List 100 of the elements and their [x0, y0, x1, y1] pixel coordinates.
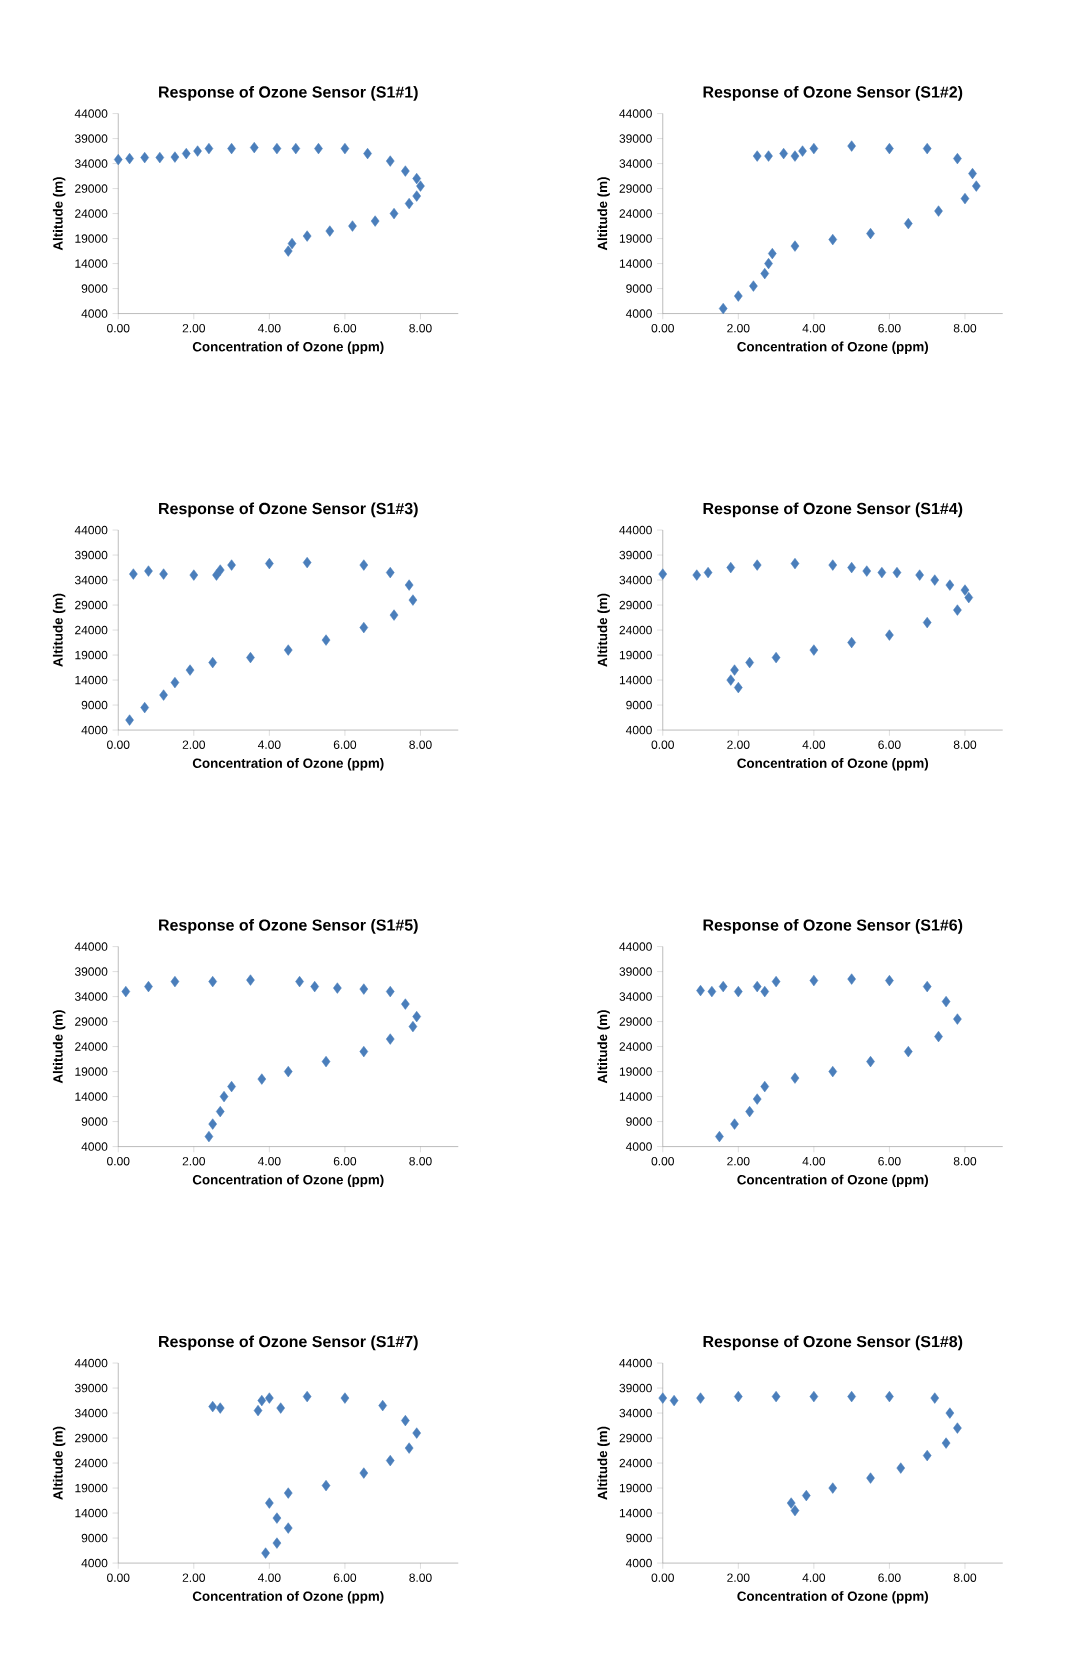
x-tick-label: 6.00 [878, 740, 901, 749]
x-tick-label: 8.00 [953, 323, 977, 333]
y-tick-label: 29000 [75, 1433, 108, 1443]
point [170, 676, 180, 689]
point [265, 1392, 274, 1404]
x-tick-label: 4.00 [257, 740, 281, 749]
point [760, 985, 770, 998]
y-axis-title: Altitude (m) [597, 593, 610, 667]
x-tick-label: 2.00 [182, 1573, 206, 1582]
point [340, 1392, 350, 1404]
y-tick-label: 9000 [626, 284, 652, 293]
y-tick-label: 39000 [74, 550, 108, 560]
y-tick-label: 44000 [619, 525, 652, 535]
chart-title: Response of Ozone Sensor (S1#2) [703, 85, 963, 101]
point [964, 591, 974, 604]
point [847, 973, 856, 985]
point [302, 230, 312, 242]
y-tick-label: 44000 [619, 942, 652, 951]
point [771, 651, 781, 664]
x-tick-label: 4.00 [802, 323, 826, 333]
point [828, 1482, 838, 1494]
point [359, 621, 369, 634]
point [752, 559, 762, 571]
y-axis-title: Altitude (m) [597, 1426, 610, 1500]
point [734, 290, 743, 302]
x-tick-label: 0.00 [651, 1573, 674, 1582]
point [915, 569, 924, 581]
point [193, 145, 202, 157]
y-tick-label: 9000 [626, 700, 652, 710]
x-tick-label: 8.00 [953, 740, 977, 749]
point [370, 215, 380, 227]
chart-title: Response of Ozone Sensor (S1#3) [159, 502, 418, 518]
point [283, 644, 293, 656]
point [401, 165, 410, 177]
y-tick-label: 9000 [626, 1117, 652, 1126]
point [348, 220, 357, 232]
point [809, 974, 819, 987]
point [752, 150, 762, 162]
point [828, 233, 838, 246]
point [404, 579, 414, 591]
x-axis-title: Concentration of Ozone (ppm) [192, 758, 384, 771]
point [760, 1080, 770, 1093]
y-tick-label: 19000 [619, 234, 652, 243]
y-tick-label: 9000 [626, 1533, 652, 1543]
point [730, 664, 739, 676]
x-tick-label: 2.00 [727, 323, 750, 333]
y-tick-label: 14000 [75, 1508, 108, 1518]
chart-title: Response of Ozone Sensor (S1#7) [159, 1335, 418, 1351]
x-tick-label: 6.00 [333, 1573, 357, 1582]
y-axis-title: Altitude (m) [52, 1010, 66, 1084]
point [790, 240, 800, 252]
chart-title: Response of Ozone Sensor (S1#5) [159, 918, 418, 934]
point [321, 1055, 331, 1068]
y-tick-label: 44000 [619, 1358, 652, 1368]
point [272, 1512, 282, 1524]
x-axis-title: Concentration of Ozone (ppm) [192, 1174, 384, 1188]
point [730, 1118, 739, 1130]
point [692, 569, 702, 581]
y-axis-title: Altitude (m) [52, 593, 66, 667]
x-tick-label: 0.00 [107, 1156, 130, 1166]
y-tick-label: 24000 [75, 625, 108, 635]
point [208, 1118, 217, 1130]
chart-title: Response of Ozone Sensor (S1#8) [703, 1335, 963, 1351]
y-tick-label: 29000 [619, 1017, 652, 1026]
point [227, 559, 236, 571]
y-tick-label: 4000 [625, 725, 652, 735]
point [941, 995, 951, 1008]
point [385, 1454, 395, 1467]
point [359, 1045, 369, 1058]
point [261, 1547, 270, 1559]
point [669, 1394, 679, 1407]
y-tick-label: 34000 [619, 992, 652, 1001]
point [257, 1073, 267, 1085]
y-axis-title: Altitude (m) [52, 177, 66, 251]
point [385, 566, 395, 579]
y-tick-label: 29000 [619, 600, 652, 610]
x-axis-title: Concentration of Ozone (ppm) [737, 1591, 929, 1604]
point [321, 634, 331, 646]
y-tick-label: 14000 [619, 259, 652, 268]
x-axis-title: Concentration of Ozone (ppm) [192, 1591, 384, 1604]
y-tick-label: 39000 [619, 134, 652, 143]
y-tick-label: 44000 [74, 525, 108, 535]
point [272, 142, 282, 155]
y-tick-label: 14000 [619, 1508, 652, 1518]
point [113, 153, 123, 166]
y-tick-label: 9000 [81, 284, 108, 293]
point [798, 145, 807, 157]
y-tick-label: 9000 [81, 1533, 108, 1543]
y-tick-label: 24000 [619, 1042, 652, 1051]
point [412, 190, 421, 202]
point [752, 1093, 762, 1105]
point [265, 1497, 274, 1509]
point [129, 568, 138, 580]
point [809, 142, 819, 155]
point [922, 616, 932, 629]
point [752, 980, 762, 993]
point [185, 664, 195, 676]
point [896, 1462, 906, 1474]
point [170, 975, 180, 988]
point [790, 1504, 800, 1517]
